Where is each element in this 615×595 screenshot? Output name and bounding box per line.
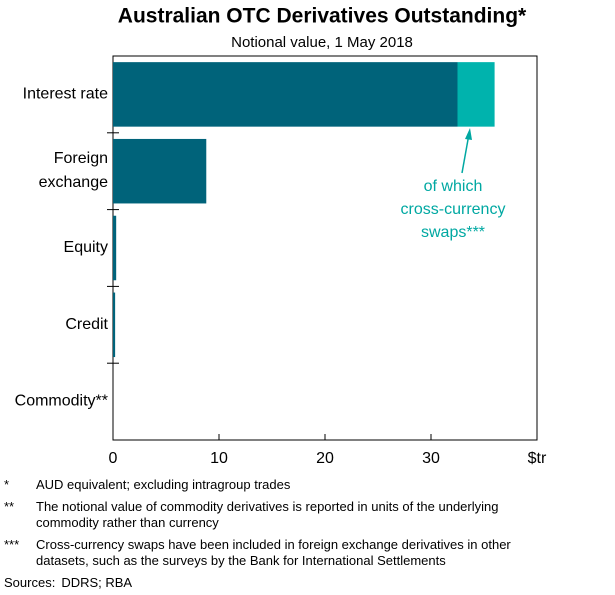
x-tick-label: 0 — [109, 450, 118, 467]
sources-text: DDRS; RBA — [61, 575, 133, 590]
footnote-marker: * — [4, 477, 10, 492]
annotation-line: cross-currency — [401, 201, 506, 218]
x-tick-label: $tr — [528, 450, 547, 467]
chart: Australian OTC Derivatives Outstanding* … — [15, 5, 547, 468]
chart-subtitle: Notional value, 1 May 2018 — [231, 34, 413, 51]
annotation-line: of which — [424, 178, 483, 195]
annotation-arrow — [461, 133, 470, 174]
footnote: ** The notional value of commodity deriva… — [4, 499, 604, 531]
footnote-text: Cross-currency swaps have been included … — [36, 537, 511, 568]
annotation: of which cross-currency swaps*** — [401, 178, 506, 241]
bar — [113, 215, 117, 281]
annotation-arrowhead — [465, 128, 472, 140]
bar — [457, 62, 495, 127]
chart-title: Australian OTC Derivatives Outstanding* — [118, 5, 527, 28]
sources: Sources: DDRS; RBA — [4, 575, 604, 591]
footnote: *** Cross-currency swaps have been includ… — [4, 537, 604, 569]
bar — [113, 138, 207, 204]
y-tick-label: Foreign exchange — [39, 150, 108, 191]
x-tick-label: 10 — [210, 450, 228, 467]
sources-label: Sources: — [4, 575, 56, 590]
y-tick-label: Credit — [65, 316, 108, 333]
y-tick-label: Interest rate — [23, 86, 108, 103]
x-tick-label: 30 — [422, 450, 440, 467]
x-tick-label: 20 — [316, 450, 334, 467]
y-tick-label: Equity — [64, 239, 108, 256]
footnote-text: The notional value of commodity derivati… — [36, 499, 499, 530]
y-tick-label: Commodity** — [15, 393, 108, 410]
annotation-line: swaps*** — [421, 224, 485, 241]
footnote-marker: *** — [4, 537, 20, 552]
footnote: * AUD equivalent; excluding intragroup tr… — [4, 477, 604, 493]
footnote-marker: ** — [4, 499, 15, 514]
bar — [113, 62, 458, 127]
bar — [113, 292, 116, 358]
footnote-text: AUD equivalent; excluding intragroup tra… — [36, 477, 291, 492]
